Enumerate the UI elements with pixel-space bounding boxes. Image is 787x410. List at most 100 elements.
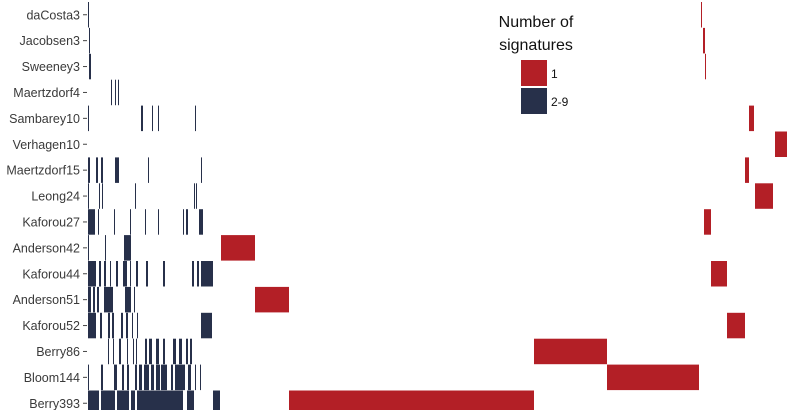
cell-multi-signature <box>186 338 188 365</box>
cell-multi-signature <box>161 364 167 391</box>
cell-multi-signature <box>195 364 196 391</box>
cell-multi-signature <box>99 261 101 287</box>
cell-multi-signature <box>137 312 138 339</box>
cell-multi-signature <box>108 312 110 339</box>
cell-multi-signature <box>89 27 90 54</box>
cell-multi-signature <box>137 390 183 410</box>
cell-one-signature <box>775 131 787 157</box>
cell-multi-signature <box>88 157 90 183</box>
row-daCosta3: daCosta3 <box>26 2 702 28</box>
cell-multi-signature <box>114 209 115 235</box>
cell-multi-signature <box>88 2 89 28</box>
cell-multi-signature <box>108 338 109 365</box>
cell-multi-signature <box>124 235 131 261</box>
cell-multi-signature <box>122 364 124 391</box>
cell-multi-signature <box>127 338 128 365</box>
cell-one-signature <box>727 312 745 339</box>
cell-multi-signature <box>130 209 131 235</box>
row-label: Jacobsen3 <box>20 34 81 48</box>
cell-multi-signature <box>110 261 111 287</box>
cell-multi-signature <box>200 364 201 391</box>
cell-multi-signature <box>179 338 182 365</box>
legend-label-2-9: 2-9 <box>551 95 569 109</box>
legend-title-line-2: signatures <box>499 37 573 54</box>
cell-one-signature <box>534 338 607 365</box>
cell-multi-signature <box>104 261 106 287</box>
cell-multi-signature <box>156 364 160 391</box>
row-label: Anderson51 <box>13 293 80 307</box>
cell-multi-signature <box>144 364 149 391</box>
cell-one-signature <box>711 261 727 287</box>
row-label: Kaforou44 <box>22 267 80 281</box>
cell-multi-signature <box>195 105 196 132</box>
row-Sambarey10: Sambarey10 <box>9 105 754 132</box>
row-Anderson51: Anderson51 <box>13 286 289 313</box>
cell-multi-signature <box>134 286 135 313</box>
row-label: Sambarey10 <box>9 112 80 126</box>
cell-multi-signature <box>88 105 89 132</box>
cell-one-signature <box>703 27 705 54</box>
cell-multi-signature <box>88 364 89 391</box>
cell-multi-signature <box>101 390 115 410</box>
heatmap-rows: daCosta3 Jacobsen3 Sweeney3 Maertzdorf4 Samb… <box>6 2 787 410</box>
row-Maertzdorf4: Maertzdorf4 <box>13 79 119 106</box>
cell-one-signature <box>704 209 711 235</box>
row-label: Verhagen10 <box>13 138 80 152</box>
cell-multi-signature <box>196 183 197 209</box>
row-label: Leong24 <box>31 190 80 204</box>
cell-multi-signature <box>139 364 142 391</box>
cell-multi-signature <box>88 261 96 287</box>
cell-multi-signature <box>88 286 91 313</box>
row-Bloom144: Bloom144 <box>24 364 699 391</box>
row-label: daCosta3 <box>26 8 80 22</box>
cell-multi-signature <box>190 338 192 365</box>
cell-one-signature <box>745 157 749 183</box>
cell-multi-signature <box>158 105 159 132</box>
row-label: Maertzdorf15 <box>6 164 80 178</box>
cell-multi-signature <box>183 209 184 235</box>
cell-multi-signature <box>132 312 133 339</box>
row-label: Bloom144 <box>24 371 80 385</box>
cell-multi-signature <box>113 338 114 365</box>
cell-multi-signature <box>88 312 96 339</box>
row-label: Sweeney3 <box>22 60 80 74</box>
cell-one-signature <box>749 105 754 132</box>
cell-one-signature <box>755 183 773 209</box>
cell-multi-signature <box>163 338 165 365</box>
cell-multi-signature <box>100 312 102 339</box>
cell-one-signature <box>607 364 699 391</box>
row-Anderson42: Anderson42 <box>13 235 255 261</box>
row-Sweeney3: Sweeney3 <box>22 53 706 80</box>
cell-one-signature <box>221 235 255 261</box>
row-Kaforou52: Kaforou52 <box>22 312 745 339</box>
cell-multi-signature <box>141 105 143 132</box>
cell-multi-signature <box>119 338 121 365</box>
cell-multi-signature <box>98 209 99 235</box>
cell-multi-signature <box>123 261 127 287</box>
cell-multi-signature <box>201 312 212 339</box>
cell-multi-signature <box>135 364 137 391</box>
cell-multi-signature <box>194 183 195 209</box>
row-Maertzdorf15: Maertzdorf15 <box>6 157 749 183</box>
cell-multi-signature <box>131 390 135 410</box>
cell-multi-signature <box>175 364 185 391</box>
cell-multi-signature <box>101 157 103 183</box>
cell-multi-signature <box>96 157 98 183</box>
cell-multi-signature <box>151 364 154 391</box>
cell-multi-signature <box>156 338 159 365</box>
row-label: Berry86 <box>36 345 80 359</box>
cell-multi-signature <box>89 53 91 80</box>
cell-multi-signature <box>152 105 153 132</box>
row-Berry86: Berry86 <box>36 338 607 365</box>
cell-multi-signature <box>115 79 116 106</box>
cell-multi-signature <box>145 338 147 365</box>
cell-multi-signature <box>111 79 112 106</box>
row-Verhagen10: Verhagen10 <box>13 131 787 157</box>
cell-multi-signature <box>116 261 118 287</box>
cell-multi-signature <box>213 390 220 410</box>
row-Berry393: Berry393 <box>29 390 534 410</box>
cell-multi-signature <box>88 183 89 209</box>
cell-multi-signature <box>130 261 131 287</box>
cell-multi-signature <box>118 79 119 106</box>
